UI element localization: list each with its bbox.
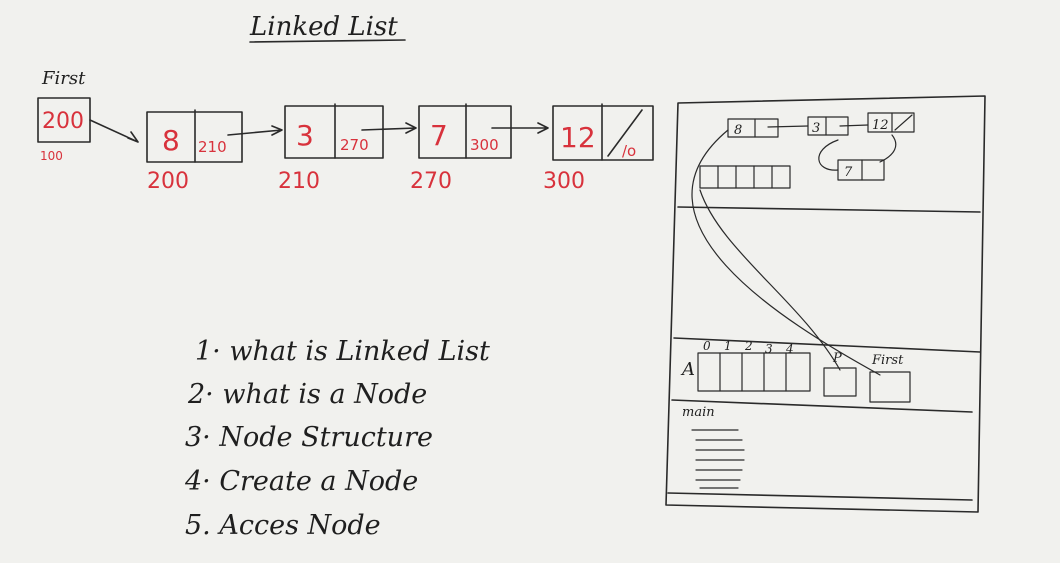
heap-array-cells: [717, 165, 773, 189]
topic-item-2: 2· what is a Node: [187, 379, 427, 410]
arrow-node1-to-node2: [227, 125, 283, 136]
arrow-first-to-node1: [89, 119, 139, 143]
heap-node-12-data: 12: [872, 118, 889, 133]
array-index-2: 2: [744, 339, 753, 353]
pointer-first-label: First: [871, 353, 904, 368]
topic-item-1: 1· what is Linked List: [195, 336, 490, 367]
heap-arrow-2: [839, 124, 869, 127]
node-3-address: 270: [410, 169, 452, 194]
pointer-first-box: [869, 371, 911, 403]
first-value: 200: [42, 109, 84, 134]
array-a-cells: [719, 352, 787, 392]
pointer-curve-p: [699, 189, 841, 371]
node-1-data: 8: [162, 124, 180, 157]
arrow-node2-to-node3: [361, 122, 417, 134]
node-2-data: 3: [296, 119, 314, 152]
heap-node-12: 12: [867, 112, 915, 133]
main-label: main: [682, 405, 715, 420]
array-index-1: 1: [724, 339, 732, 353]
first-label: First: [41, 68, 86, 89]
memory-diagram: 8 3 12 7 A 0 1 2: [665, 95, 986, 513]
topic-item-5: 5. Acces Node: [185, 510, 381, 541]
null-slash: [607, 109, 643, 157]
heap-node-7-data: 7: [844, 165, 853, 180]
title-underline: [249, 39, 406, 43]
heap-node-8: 8: [727, 118, 779, 138]
node-2: 3 270 210: [278, 103, 384, 194]
node-4-data: 12: [560, 121, 596, 154]
topic-item-4: 4· Create a Node: [184, 466, 418, 497]
array-a: [697, 352, 811, 392]
frame-divider: [671, 399, 973, 413]
node-3-data: 7: [430, 119, 448, 152]
node-3-next: 300: [470, 136, 499, 154]
heap-divider: [677, 206, 981, 213]
stack-divider: [673, 337, 981, 353]
node-1-next: 210: [198, 138, 227, 156]
heap-node-7: 7: [837, 159, 885, 181]
node-4: 12 /o 300: [543, 103, 654, 194]
heap-node-8-data: 8: [734, 123, 742, 138]
heap-node-3-data: 3: [812, 121, 820, 136]
node-4-next: /o: [622, 142, 636, 160]
node-3: 7 300 270: [410, 103, 512, 194]
heap-array: [699, 165, 791, 189]
pointer-p-box: [823, 367, 857, 397]
node-1-address: 200: [147, 169, 189, 194]
array-a-label: A: [680, 359, 695, 380]
topic-item-3: 3· Node Structure: [185, 422, 433, 453]
node-1: 8 210 200: [146, 109, 243, 194]
main-code-lines: [691, 429, 745, 489]
node-2-next: 270: [340, 136, 369, 154]
topic-list: 1· what is Linked List 2· what is a Node…: [184, 336, 490, 541]
pointer-p-label: P: [832, 351, 842, 366]
board-title: Linked List: [249, 12, 398, 42]
bottom-divider: [667, 492, 973, 501]
heap-arrow-1: [767, 125, 809, 128]
arrow-node3-to-node4: [491, 122, 549, 134]
node-4-address: 300: [543, 169, 585, 194]
array-index-0: 0: [703, 339, 711, 353]
node-2-address: 210: [278, 169, 320, 194]
array-index-3: 3: [765, 342, 773, 356]
first-address: 100: [40, 149, 63, 163]
heap-arrow-3-to-7: [818, 139, 839, 171]
heap-arrow-7-to-12: [879, 134, 897, 163]
pointer-curve-first: [691, 129, 881, 376]
array-index-4: 4: [785, 342, 794, 356]
memory-frame: [665, 95, 986, 513]
